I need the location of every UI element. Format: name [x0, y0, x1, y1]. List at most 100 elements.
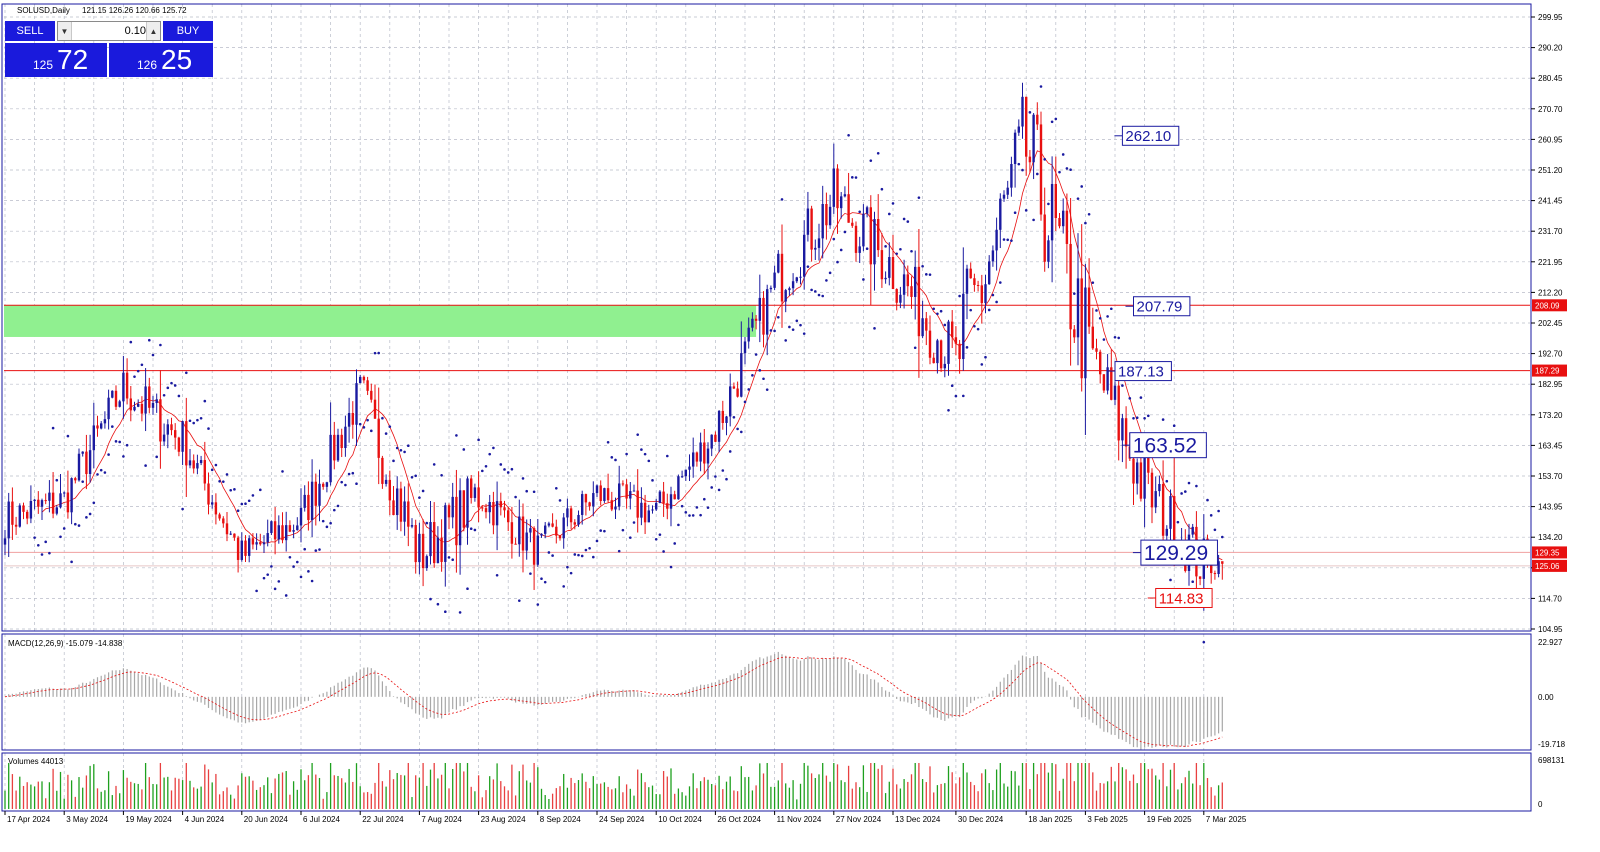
sar-dot	[836, 260, 839, 264]
panel-frames	[1, 3, 1532, 812]
sar-dot	[451, 558, 455, 562]
sar-dot	[973, 324, 976, 328]
sar-dot	[947, 408, 950, 412]
sar-dot	[577, 553, 580, 557]
candle-body	[225, 523, 229, 535]
sell-price-button[interactable]: 125 72	[5, 43, 107, 77]
sar-dot	[321, 519, 325, 523]
candle-body	[544, 525, 547, 534]
candle-body	[366, 380, 369, 391]
candle-body	[999, 198, 1002, 230]
sar-dot	[1143, 417, 1146, 420]
sar-dot	[247, 499, 251, 503]
sar-dot	[381, 416, 384, 420]
candle-body	[170, 424, 173, 431]
sar-dot	[621, 528, 625, 532]
sar-dot	[1135, 416, 1139, 419]
sell-button[interactable]: SELL	[5, 21, 55, 41]
candle-body	[329, 434, 332, 483]
candle-body	[692, 452, 695, 467]
price-axis-label: 192.70	[1538, 350, 1563, 359]
sar-dot	[984, 355, 987, 359]
candle-body	[880, 250, 884, 280]
lot-size-input[interactable]	[74, 23, 146, 39]
sar-dot	[333, 508, 336, 512]
sar-dot	[791, 328, 795, 331]
green-zone-rect	[4, 305, 757, 337]
candle-body	[40, 500, 44, 507]
time-axis-label: 3 Feb 2025	[1087, 815, 1128, 824]
candle-body	[821, 204, 824, 239]
buy-button[interactable]: BUY	[163, 21, 213, 41]
annotation-label: 129.29	[1144, 542, 1208, 565]
candle-body	[902, 274, 906, 295]
buy-price-button[interactable]: 126 25	[109, 43, 213, 77]
candle-body	[662, 491, 665, 504]
candle-body	[388, 479, 391, 501]
horizontal-levels[interactable]	[4, 304, 1530, 567]
sar-dot	[936, 312, 939, 316]
candle-body	[3, 538, 7, 545]
sar-dot	[736, 427, 739, 431]
price-axis-label: 202.45	[1538, 319, 1563, 328]
candle-body	[569, 508, 573, 523]
candle-body	[828, 206, 832, 226]
sar-dot	[503, 468, 506, 471]
sar-dot	[629, 536, 632, 539]
symbol-label: SOLUSD,Daily	[17, 6, 70, 15]
sar-dot	[129, 340, 133, 344]
candle-body	[137, 403, 140, 407]
sar-dot	[159, 343, 162, 347]
candle-body	[1047, 240, 1050, 262]
candle-body	[318, 483, 321, 506]
candle-body	[11, 501, 14, 525]
sar-dot	[1054, 117, 1058, 121]
candle-body	[562, 517, 565, 539]
sar-dot	[995, 300, 998, 304]
sar-dot	[669, 565, 673, 569]
candle-body	[299, 507, 303, 526]
sar-dot	[70, 560, 73, 564]
candle-body	[96, 425, 99, 429]
sar-dot	[954, 394, 958, 398]
price-axis: 299.95 290.20 280.45 270.70 260.95 251.20 241.…	[1531, 13, 1566, 809]
sar-dot	[88, 512, 92, 516]
candle-body	[958, 343, 961, 360]
price-axis-label: 241.45	[1538, 197, 1563, 206]
candle-body	[359, 376, 362, 384]
sar-dot	[1032, 218, 1035, 222]
candle-body	[699, 442, 702, 462]
price-axis-label: 163.45	[1538, 441, 1563, 450]
sar-dot	[1139, 396, 1143, 399]
candle-body	[836, 168, 839, 209]
time-axis-label: 13 Dec 2024	[895, 815, 941, 824]
candle-body	[129, 398, 132, 411]
sar-dot	[562, 585, 565, 588]
sar-dot	[340, 480, 344, 484]
sar-dot	[418, 496, 421, 499]
price-annotations[interactable]: 262.10 207.79 187.13 163.52 129.29 114.83	[1107, 125, 1218, 608]
moving-average-line	[41, 150, 1223, 561]
lot-decrease-icon[interactable]: ▼	[58, 22, 72, 40]
candle-body	[632, 490, 636, 492]
sar-dot	[318, 548, 321, 551]
time-axis-label: 18 Jan 2025	[1028, 815, 1073, 824]
sar-dot	[277, 580, 281, 583]
candle-body	[795, 277, 798, 282]
candle-body	[906, 274, 909, 287]
sar-dot	[925, 273, 928, 276]
sar-dot	[1195, 484, 1198, 488]
lot-increase-icon[interactable]: ▲	[146, 22, 160, 40]
sar-dot	[1010, 239, 1013, 242]
candle-body	[262, 542, 266, 545]
candle-body	[577, 514, 580, 525]
candle-body	[1087, 287, 1091, 327]
sar-dot	[66, 434, 70, 438]
sar-dot	[414, 474, 418, 478]
sar-dot	[59, 535, 62, 539]
sar-dot	[384, 432, 388, 435]
lot-size-stepper[interactable]: ▼ ▲	[57, 21, 161, 41]
sar-dot	[558, 499, 562, 502]
